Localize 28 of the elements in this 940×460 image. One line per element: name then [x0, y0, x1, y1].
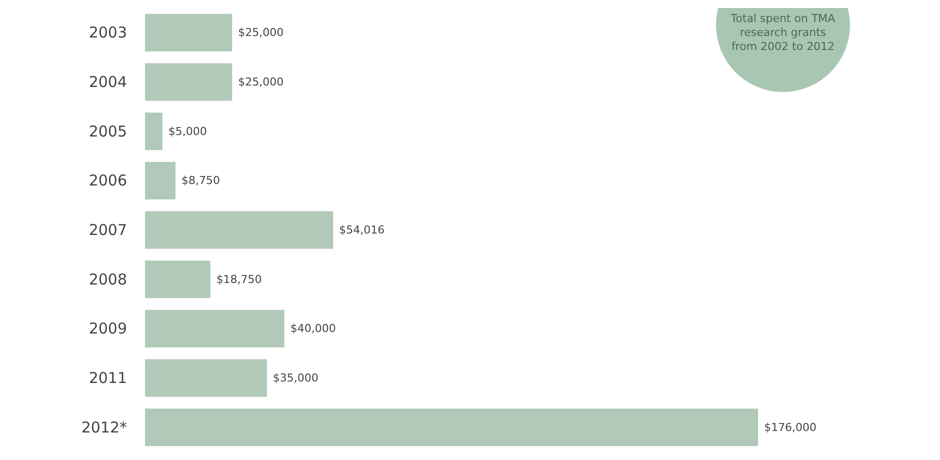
bar	[145, 408, 758, 446]
data-label: $35,000	[272, 372, 318, 384]
data-label: $8,750	[181, 174, 220, 188]
annotation: Total spent on TMA research grants from 2002 to 2012	[730, 12, 836, 54]
data-label: $25,000	[238, 26, 284, 40]
bar	[145, 260, 210, 298]
data-label: $54,016	[339, 224, 385, 236]
y-tick-label: 2012*	[81, 418, 128, 436]
data-label: $5,000	[168, 124, 207, 138]
y-tick-label: 2011	[88, 369, 127, 387]
bar	[145, 162, 176, 200]
y-tick-label: 2007	[88, 221, 127, 239]
bar	[145, 359, 267, 397]
y-tick-label: 2005	[88, 122, 127, 140]
bar	[145, 63, 232, 101]
bar	[145, 112, 162, 150]
y-tick-label: 2006	[88, 172, 127, 190]
bar	[145, 14, 232, 52]
y-tick-label: 2003	[88, 24, 127, 42]
y-tick-label: 2004	[88, 73, 127, 91]
data-label: $176,000	[764, 420, 817, 434]
data-label: $18,750	[216, 272, 262, 286]
y-tick-label: 2009	[88, 320, 127, 338]
bar	[145, 310, 284, 348]
data-label: $40,000	[290, 322, 336, 336]
y-tick-label: 2008	[88, 270, 127, 288]
data-label: $25,000	[238, 76, 284, 88]
bar	[145, 211, 334, 249]
